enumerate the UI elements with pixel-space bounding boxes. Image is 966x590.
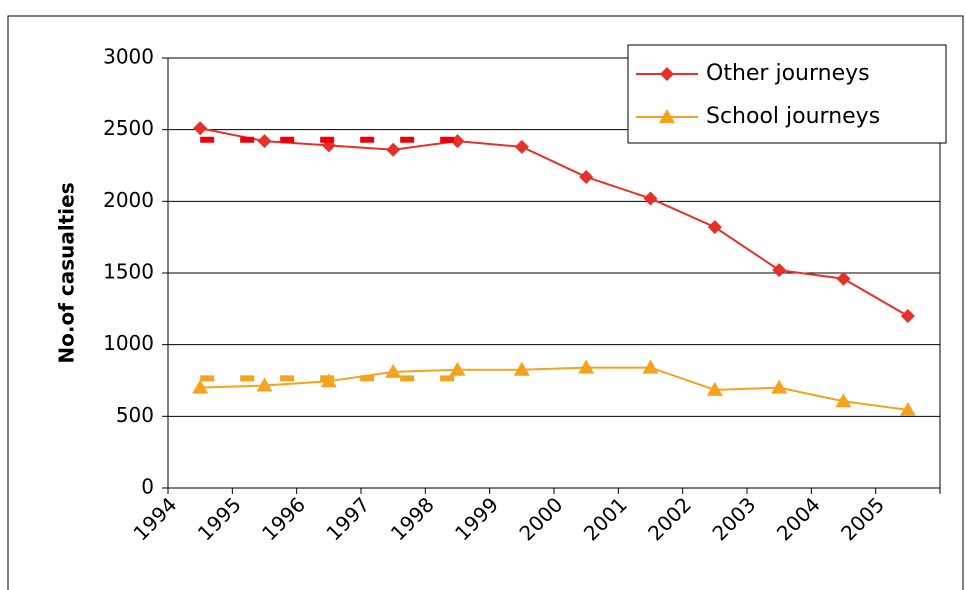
point (256, 377, 273, 392)
point (707, 220, 722, 235)
y-tick-label: 3000 (103, 45, 154, 69)
point (899, 401, 916, 416)
point (193, 121, 208, 136)
y-tick-label: 500 (116, 403, 154, 427)
point (835, 393, 852, 408)
legend-label: Other journeys (706, 61, 870, 86)
point (449, 361, 466, 376)
y-tick-label: 1000 (103, 331, 154, 355)
point (772, 263, 787, 278)
x-tick-label: 1999 (450, 492, 503, 545)
x-tick-label: 2005 (836, 492, 889, 545)
point (513, 361, 530, 376)
y-tick-label: 0 (141, 475, 154, 499)
point (706, 381, 723, 396)
point (578, 359, 595, 374)
x-tick-label: 2001 (579, 492, 632, 545)
point (192, 379, 209, 394)
legend-marker (659, 109, 675, 123)
y-axis-label: No.of casualties (55, 182, 79, 363)
y-tick-label: 1500 (103, 260, 154, 284)
series-line (200, 366, 908, 411)
legend-marker (660, 67, 674, 81)
y-tick-label: 2000 (103, 188, 154, 212)
point (643, 191, 658, 206)
x-tick-label: 2000 (514, 492, 567, 545)
x-tick-label: 2002 (643, 492, 696, 545)
x-tick-label: 2004 (772, 492, 825, 545)
point (579, 169, 594, 184)
legend-box (627, 44, 947, 144)
point (386, 142, 401, 157)
x-tick-label: 2003 (707, 492, 760, 545)
point (771, 379, 788, 394)
x-tick-label: 1994 (128, 492, 181, 545)
point (385, 363, 402, 378)
point (900, 309, 915, 323)
x-tick-label: 1995 (193, 492, 246, 545)
y-tick-label: 2500 (103, 116, 154, 140)
x-tick-label: 1996 (257, 492, 310, 545)
legend-label: School journeys (706, 104, 880, 129)
point (836, 271, 851, 286)
series-line (199, 127, 909, 317)
point (257, 134, 272, 149)
frame (7, 15, 964, 590)
point (514, 139, 529, 154)
point (642, 359, 659, 374)
x-tick-label: 1998 (386, 492, 439, 545)
x-tick-label: 1997 (321, 492, 374, 545)
